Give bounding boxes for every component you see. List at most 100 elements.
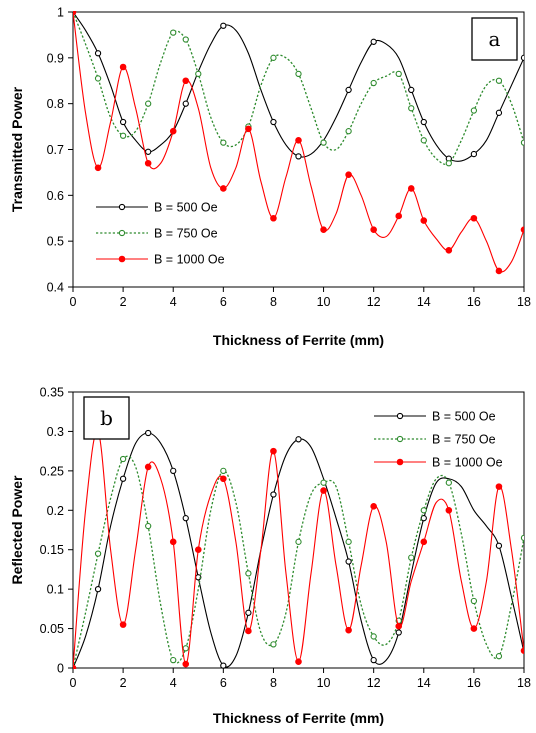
data-point <box>470 625 478 632</box>
data-point <box>420 217 428 224</box>
data-point <box>182 660 190 668</box>
data-point <box>470 597 478 605</box>
data-point <box>320 139 327 146</box>
x-tick-label: 4 <box>170 295 177 309</box>
panel-label-box <box>471 17 518 61</box>
data-point <box>73 11 77 16</box>
data-point <box>145 100 152 107</box>
data-point <box>320 226 327 234</box>
y-tick-label: 0.7 <box>47 143 64 157</box>
y-tick-label: 0.8 <box>47 97 64 111</box>
data-point <box>194 546 202 554</box>
legend-marker <box>118 229 126 237</box>
data-point <box>495 483 503 490</box>
data-point <box>94 585 102 593</box>
data-point <box>170 656 177 664</box>
data-point <box>119 475 127 482</box>
data-point <box>144 159 152 167</box>
legend-label: B = 750 Oe <box>432 433 496 447</box>
data-point <box>495 109 503 116</box>
data-point <box>345 626 352 634</box>
x-tick-label: 6 <box>220 295 227 309</box>
data-point <box>119 63 127 71</box>
data-point <box>370 226 377 234</box>
data-point <box>195 70 202 78</box>
y-tick-label: 0 <box>57 662 64 676</box>
series-b-750-oe <box>73 11 524 167</box>
data-point <box>320 479 327 486</box>
legend-label: B = 750 Oe <box>154 227 218 241</box>
legend-label: B = 500 Oe <box>432 410 496 424</box>
series-b-1000-oe <box>73 11 524 275</box>
data-point <box>119 132 127 139</box>
data-point <box>420 515 427 522</box>
data-point <box>270 214 277 222</box>
data-point <box>170 467 177 475</box>
y-tick-label: 0.35 <box>40 386 64 400</box>
data-point <box>145 429 152 437</box>
data-point <box>407 185 415 192</box>
panel-label-box <box>83 396 130 440</box>
data-point <box>408 554 415 561</box>
data-point <box>345 558 352 565</box>
x-tick-label: 2 <box>120 295 127 309</box>
data-point <box>320 487 327 494</box>
legend-entry: B = 500 Oe <box>96 201 218 215</box>
y-tick-label: 0.05 <box>40 622 64 636</box>
data-point <box>520 647 524 654</box>
legend-label: B = 1000 Oe <box>432 456 503 470</box>
data-point <box>295 436 302 443</box>
data-point <box>94 50 102 57</box>
data-point <box>495 267 503 275</box>
data-point <box>495 653 503 660</box>
data-point <box>119 455 127 463</box>
data-point <box>520 139 524 146</box>
data-point <box>420 137 427 144</box>
chart-panel-b: 0 2 4 6 8 10 12 14 16 18 0 0.05 0.1 0.15 0.2 0.25 0.3 0.3… <box>9 386 531 727</box>
data-point <box>345 171 352 179</box>
y-tick-label: 1 <box>57 6 64 20</box>
data-point <box>295 153 302 160</box>
data-point <box>408 105 415 112</box>
x-tick-label: 4 <box>170 676 177 690</box>
data-point <box>94 75 102 82</box>
legend-marker <box>118 203 126 211</box>
data-point <box>94 164 102 172</box>
x-tick-label: 2 <box>120 676 127 690</box>
data-point <box>345 86 352 94</box>
data-point <box>470 150 478 158</box>
data-point <box>395 629 402 636</box>
data-point <box>370 79 377 87</box>
data-point <box>395 622 403 630</box>
y-tick-label: 0.3 <box>47 425 64 439</box>
legend-entry: B = 750 Oe <box>96 227 218 241</box>
plot-area <box>72 391 525 669</box>
data-point <box>170 29 177 36</box>
data-point <box>445 479 452 486</box>
data-point <box>295 70 302 78</box>
data-point <box>220 22 227 29</box>
x-tick-label: 12 <box>367 676 381 690</box>
data-point <box>345 128 352 135</box>
data-point <box>370 633 377 640</box>
y-tick-label: 0.15 <box>40 543 64 557</box>
data-point <box>182 515 189 522</box>
data-point <box>220 662 227 669</box>
data-point <box>270 447 277 455</box>
y-tick-label: 0.4 <box>47 281 64 295</box>
data-point <box>370 656 377 664</box>
data-point <box>182 36 189 43</box>
x-tick-label: 8 <box>270 295 277 309</box>
legend-entry: B = 750 Oe <box>374 433 496 447</box>
x-tick-label: 0 <box>70 295 77 309</box>
data-point <box>395 70 402 78</box>
data-point <box>144 463 152 471</box>
y-axis-label: Reflected Power <box>9 475 25 584</box>
legend-entry: B = 1000 Oe <box>96 253 225 267</box>
y-tick-label: 0.25 <box>40 464 64 478</box>
data-point <box>145 148 152 155</box>
data-point <box>169 127 177 135</box>
data-point <box>495 542 503 549</box>
legend-marker <box>396 435 404 443</box>
legend-entry: B = 1000 Oe <box>374 456 503 470</box>
